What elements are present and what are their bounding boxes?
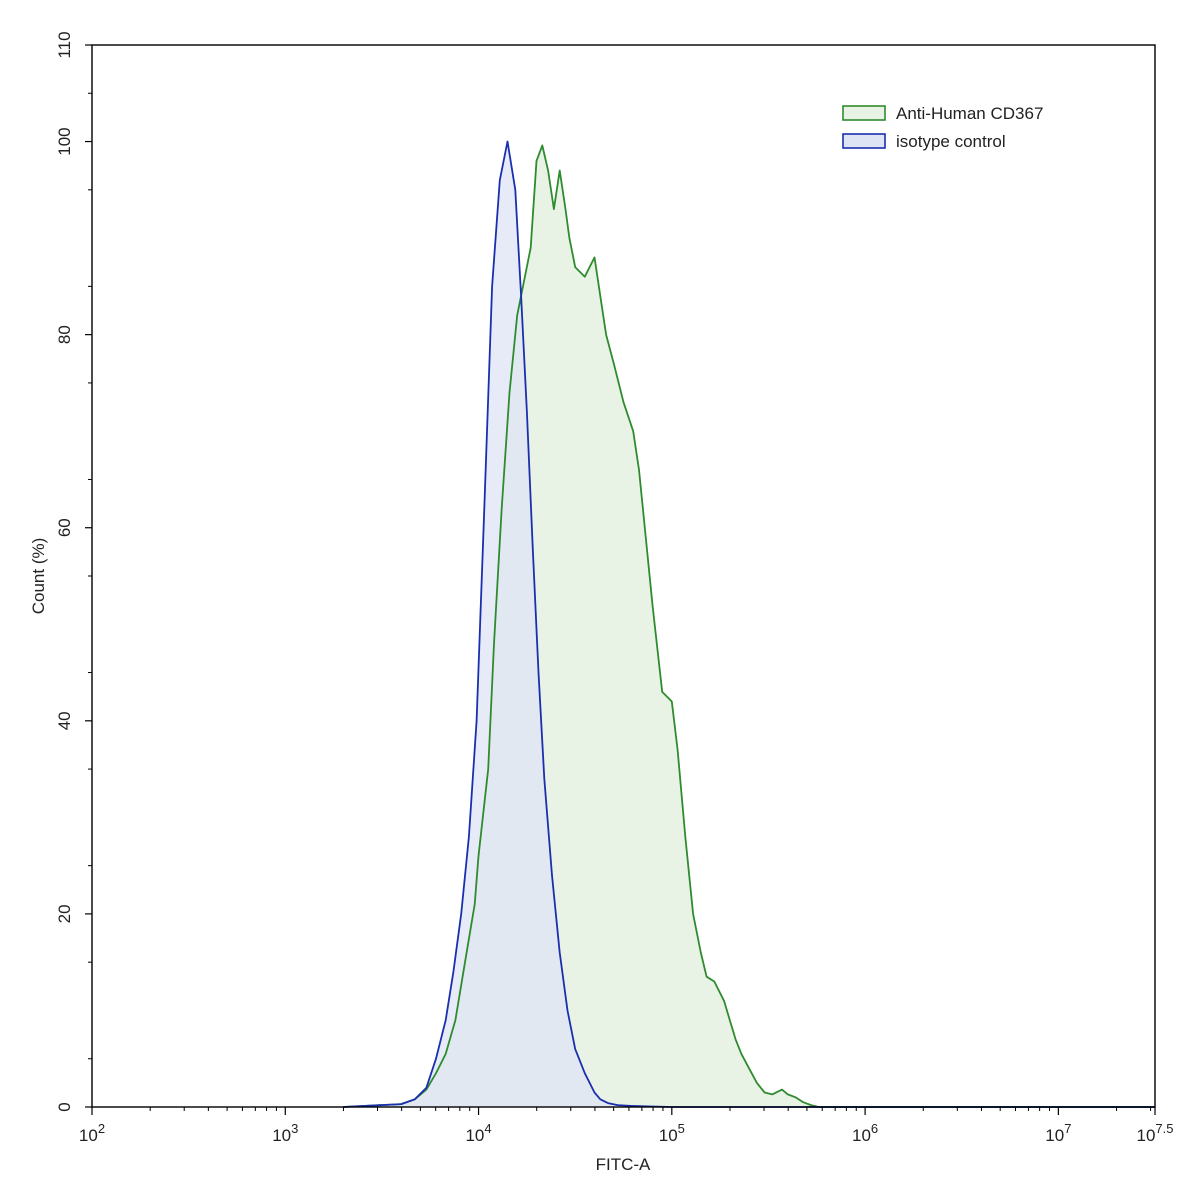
y-tick-label-6: 110 — [55, 31, 74, 58]
x-tick-label-3: 105 — [659, 1121, 685, 1145]
y-tick-label-2: 40 — [55, 711, 74, 730]
series-2-area — [343, 141, 1155, 1107]
x-tick-label-5: 107 — [1045, 1121, 1071, 1145]
y-tick-label-4: 80 — [55, 325, 74, 344]
y-axis-title: Count (%) — [29, 538, 48, 615]
x-tick-label-1: 103 — [272, 1121, 298, 1145]
x-tick-label-0: 102 — [79, 1121, 105, 1145]
y-tick-label-0: 0 — [55, 1102, 74, 1111]
x-axis: 102 103 104 105 106 107 107.5 — [79, 1107, 1174, 1145]
y-tick-label-1: 20 — [55, 904, 74, 923]
y-axis: 0 20 40 60 80 100 110 — [55, 31, 92, 1112]
legend-label-series-2: isotype control — [896, 132, 1006, 151]
x-tick-label-6: 107.5 — [1137, 1121, 1174, 1145]
x-tick-label-4: 106 — [852, 1121, 878, 1145]
legend-swatch-series-2 — [842, 133, 886, 149]
y-tick-label-3: 60 — [55, 518, 74, 537]
x-axis-title: FITC-A — [596, 1155, 651, 1174]
legend-swatch-series-1 — [842, 105, 886, 121]
y-tick-label-5: 100 — [55, 127, 74, 155]
legend: Anti-Human CD367 isotype control — [842, 104, 1043, 151]
legend-label-series-1: Anti-Human CD367 — [896, 104, 1043, 123]
x-tick-label-2: 104 — [465, 1121, 491, 1145]
